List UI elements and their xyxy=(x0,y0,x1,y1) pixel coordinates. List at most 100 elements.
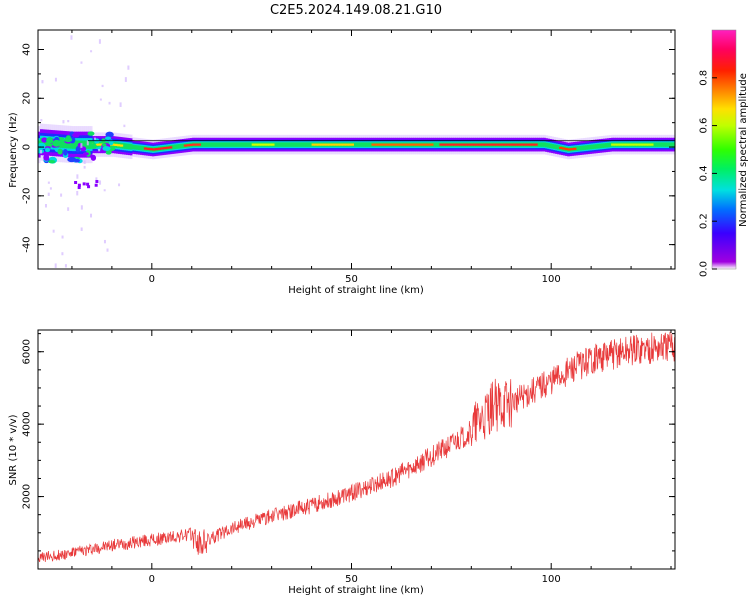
spectrogram-cell xyxy=(619,143,623,146)
spectrogram-speckle xyxy=(93,137,96,140)
spectrogram-ticks: 0 50 100 -40 -20 0 20 40 xyxy=(22,30,675,285)
spectrogram-cell xyxy=(331,143,335,146)
spectrogram-cell xyxy=(271,143,275,146)
spectrogram-cell xyxy=(207,142,211,147)
spectrogram-speckle xyxy=(99,98,102,101)
spectrogram-cell xyxy=(283,142,287,147)
spectrogram-cell xyxy=(671,142,674,147)
spectrogram-cell xyxy=(579,145,582,151)
spectrogram-cell xyxy=(260,143,264,146)
spectrogram-speckle xyxy=(86,140,89,146)
spectrogram-speckle xyxy=(127,65,130,70)
spectrogram-cell xyxy=(495,143,499,146)
spectrogram-cell xyxy=(442,143,446,146)
spectrogram-cell xyxy=(254,143,258,146)
spectrogram-cell xyxy=(603,143,606,148)
spectrogram-cell xyxy=(622,143,626,146)
spectrogram-cell xyxy=(139,145,143,151)
spectrogram-ytick-label: 20 xyxy=(22,92,33,105)
spectrogram-cell xyxy=(299,142,303,147)
spectrogram-cell xyxy=(227,142,231,147)
spectrogram-cell xyxy=(616,143,620,146)
spectrogram-cell xyxy=(382,143,386,146)
spectrogram-cell xyxy=(467,143,471,146)
spectrogram-cell xyxy=(111,143,115,146)
spectrogram-cell xyxy=(444,143,449,146)
spectrogram-speckle xyxy=(40,119,43,122)
spectrogram-cell xyxy=(336,143,341,146)
spectrogram-cell xyxy=(43,138,47,147)
spectrogram-cell xyxy=(322,143,327,146)
spectrogram-cell xyxy=(225,142,229,147)
spectrogram-cell xyxy=(430,143,434,146)
spectrogram-cell xyxy=(644,143,648,146)
spectrogram-cell xyxy=(135,145,139,150)
spectrogram-xlabel: Height of straight line (km) xyxy=(288,285,424,296)
colorbar-tick-label: 0.0 xyxy=(699,261,710,277)
spectrogram-cell xyxy=(475,143,480,146)
spectrogram-cell xyxy=(114,143,118,147)
spectrogram-speckle xyxy=(80,61,83,64)
spectrogram-cell xyxy=(478,143,482,146)
spectrogram-speckle xyxy=(62,120,65,124)
spectrogram-cell xyxy=(235,142,239,147)
spectrogram-cell xyxy=(223,142,227,147)
spectrogram-cell xyxy=(385,143,389,146)
spectrogram-cell xyxy=(328,143,332,146)
spectrogram-speckle xyxy=(108,101,111,105)
spectrogram-cell xyxy=(639,143,643,146)
spectrogram-cell xyxy=(39,138,43,147)
spectrogram-cell xyxy=(365,142,369,147)
spectrogram-cell xyxy=(659,142,662,147)
spectrogram-cell xyxy=(293,142,297,147)
spectrogram-cell xyxy=(353,142,357,147)
spectrogram-speckle xyxy=(83,165,86,169)
spectrogram-cell xyxy=(265,143,269,146)
spectrogram-cell xyxy=(339,143,343,146)
spectrogram-blob xyxy=(57,148,63,155)
spectrogram-cell xyxy=(171,144,175,150)
spectrogram-cell xyxy=(350,143,355,146)
spectrogram-speckle xyxy=(118,183,121,187)
spectrogram-cell xyxy=(458,143,463,146)
spectrogram-cell xyxy=(506,143,510,146)
spectrogram-speckle xyxy=(95,177,98,181)
colorbar-tick-label: 0.6 xyxy=(699,118,710,134)
spectrogram-cell xyxy=(213,142,217,147)
spectrogram-cell xyxy=(307,142,311,147)
spectrogram-cell xyxy=(183,144,188,147)
spectrogram-speckle xyxy=(77,186,81,190)
spectrogram-cell xyxy=(347,143,352,146)
spectrogram-panel: 0 50 100 -40 -20 0 20 40 Height of straight lin… xyxy=(8,29,676,296)
spectrogram-cell xyxy=(197,143,202,146)
spectrogram-cell xyxy=(273,142,277,147)
spectrogram-cell xyxy=(173,144,177,150)
spectrogram-cell xyxy=(186,144,190,147)
snr-xtick-label: 0 xyxy=(149,574,155,585)
spectrogram-cell xyxy=(289,142,293,147)
spectrogram-speckle xyxy=(87,185,91,189)
spectrogram-cell xyxy=(231,142,235,147)
spectrogram-cell xyxy=(416,143,420,146)
spectrogram-cell xyxy=(537,142,540,147)
spectrogram-cell xyxy=(405,143,409,146)
spectrogram-cell xyxy=(229,142,233,147)
spectrogram-cell xyxy=(359,142,363,147)
spectrogram-cell xyxy=(636,143,640,146)
spectrogram-speckle xyxy=(80,205,83,210)
spectrogram-cell xyxy=(573,147,577,150)
spectrogram-cell xyxy=(342,143,346,146)
spectrogram-cell xyxy=(641,143,646,146)
spectrogram-cell xyxy=(83,140,87,149)
spectrogram-cell xyxy=(241,142,245,147)
spectrogram-cell xyxy=(125,143,129,150)
spectrogram-cell xyxy=(69,140,73,149)
spectrogram-cell xyxy=(63,139,67,149)
spectrogram-speckle xyxy=(94,183,98,187)
spectrogram-ytick-label: -40 xyxy=(22,236,33,252)
spectrogram-cell xyxy=(593,144,596,149)
spectrogram-speckle xyxy=(99,180,102,185)
spectrogram-cell xyxy=(561,147,566,150)
spectrogram-cell xyxy=(567,148,571,151)
